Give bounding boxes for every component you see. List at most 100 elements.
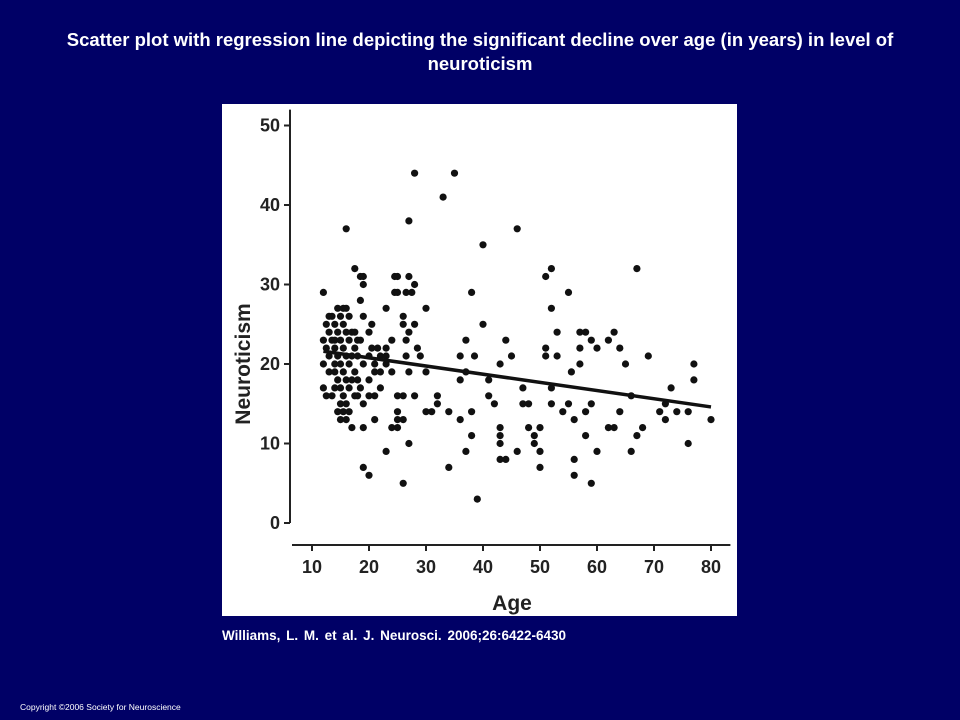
data-point (371, 416, 379, 424)
data-point (351, 265, 359, 273)
data-point (633, 432, 641, 440)
data-point (365, 376, 373, 384)
data-point (365, 392, 373, 400)
data-point (359, 463, 367, 471)
data-point (319, 384, 327, 392)
data-point (328, 312, 336, 320)
data-point (405, 272, 413, 281)
data-point (502, 455, 510, 463)
data-point (496, 432, 504, 440)
data-point (547, 265, 555, 273)
data-point (382, 344, 390, 352)
data-point (468, 432, 476, 440)
data-point (393, 288, 402, 296)
data-point (388, 368, 396, 376)
data-point (331, 320, 339, 328)
data-point (405, 439, 413, 448)
data-point (351, 344, 359, 352)
scatter-chart: 0 10 20 30 40 50 10 20 30 40 50 60 70 80 Age Neurotic… (232, 109, 731, 615)
data-point (547, 384, 555, 392)
data-point (507, 352, 516, 360)
data-point (342, 225, 350, 233)
y-tick-label: 50 (260, 116, 280, 136)
data-point (587, 479, 595, 487)
data-point (328, 392, 336, 400)
data-point (616, 344, 624, 352)
data-point (485, 392, 493, 400)
data-point (633, 265, 641, 273)
data-point (547, 400, 555, 408)
data-point (542, 272, 550, 281)
data-point (345, 336, 353, 344)
data-point (365, 328, 373, 336)
data-point (576, 344, 584, 352)
data-point (479, 320, 487, 328)
data-point (582, 432, 590, 440)
y-tick-label: 10 (260, 434, 280, 454)
data-point (604, 336, 612, 344)
data-point (399, 416, 407, 424)
data-point (334, 328, 342, 336)
data-point (345, 312, 353, 320)
x-tick-label: 80 (701, 557, 721, 577)
x-tick-label: 30 (416, 557, 436, 577)
data-point (530, 439, 538, 448)
x-tick-label: 20 (359, 557, 379, 577)
data-point (322, 392, 330, 400)
data-point (393, 416, 402, 424)
data-point (690, 360, 698, 368)
data-point (382, 304, 390, 312)
data-point (371, 392, 379, 400)
data-point (393, 272, 402, 281)
data-point (382, 447, 390, 455)
data-point (525, 424, 533, 432)
data-point (519, 400, 527, 408)
data-point (479, 241, 487, 249)
data-point (402, 352, 410, 360)
data-point (405, 328, 413, 336)
data-point (570, 416, 578, 424)
data-point (559, 408, 567, 416)
data-point (376, 384, 384, 392)
data-point (371, 360, 379, 368)
data-point (342, 416, 350, 424)
y-tick-label: 30 (260, 275, 280, 295)
data-point (325, 352, 333, 360)
data-point (582, 408, 590, 416)
data-point (684, 439, 692, 448)
data-point (496, 455, 504, 463)
data-point (408, 288, 416, 296)
data-point (319, 288, 327, 296)
data-point (496, 424, 504, 432)
data-point (345, 408, 353, 416)
data-point (456, 416, 464, 424)
data-point (553, 352, 561, 360)
data-point (667, 384, 675, 392)
data-point (621, 360, 630, 368)
data-point (359, 400, 367, 408)
data-point (348, 376, 356, 384)
data-point (359, 312, 367, 320)
data-point (342, 328, 350, 336)
data-point (371, 368, 379, 376)
data-point (616, 408, 624, 416)
data-point (336, 416, 345, 424)
data-point (536, 463, 544, 471)
data-point (627, 447, 635, 455)
data-point (354, 376, 362, 384)
data-point (547, 304, 555, 312)
data-point (319, 336, 327, 344)
data-point (345, 384, 353, 392)
data-point (351, 328, 359, 336)
data-point (331, 336, 339, 344)
data-point (331, 368, 339, 376)
data-point (325, 368, 333, 376)
data-point (368, 344, 376, 352)
data-point (365, 471, 373, 479)
data-point (536, 447, 544, 455)
data-point (411, 169, 419, 177)
data-point (356, 336, 364, 344)
data-point (339, 344, 347, 352)
data-point (445, 463, 453, 471)
data-point (399, 392, 407, 400)
